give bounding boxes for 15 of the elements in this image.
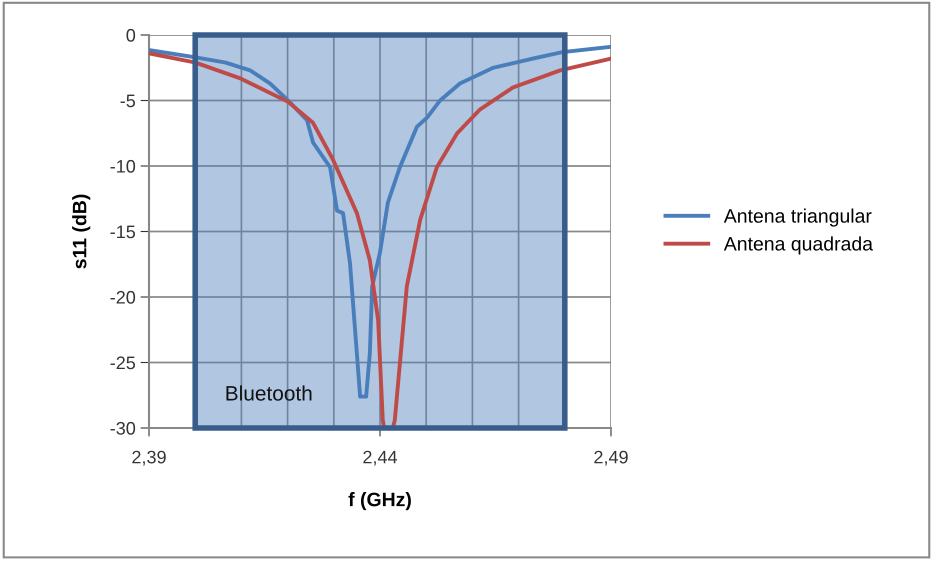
y-tick-label: 0 [126,28,136,42]
x-tick-label: 2,39 [132,450,166,466]
y-tick-label: -30 [110,422,136,435]
x-axis-title: f (GHz) [348,492,411,510]
y-tick-label: -25 [110,356,136,370]
y-axis-title: s11 (dB) [72,194,90,269]
x-tick-label: 2,44 [363,450,398,466]
legend-label: Antena quadrada [724,236,873,254]
x-tick-label: 2,49 [594,450,628,466]
y-tick-label: -15 [110,226,136,238]
legend-label: Antena triangular [724,208,872,227]
y-tick-label: -5 [120,94,136,108]
y-tick-label: -20 [110,290,136,304]
y-tick-label: -10 [110,160,136,173]
band-label: Bluetooth [226,385,312,401]
